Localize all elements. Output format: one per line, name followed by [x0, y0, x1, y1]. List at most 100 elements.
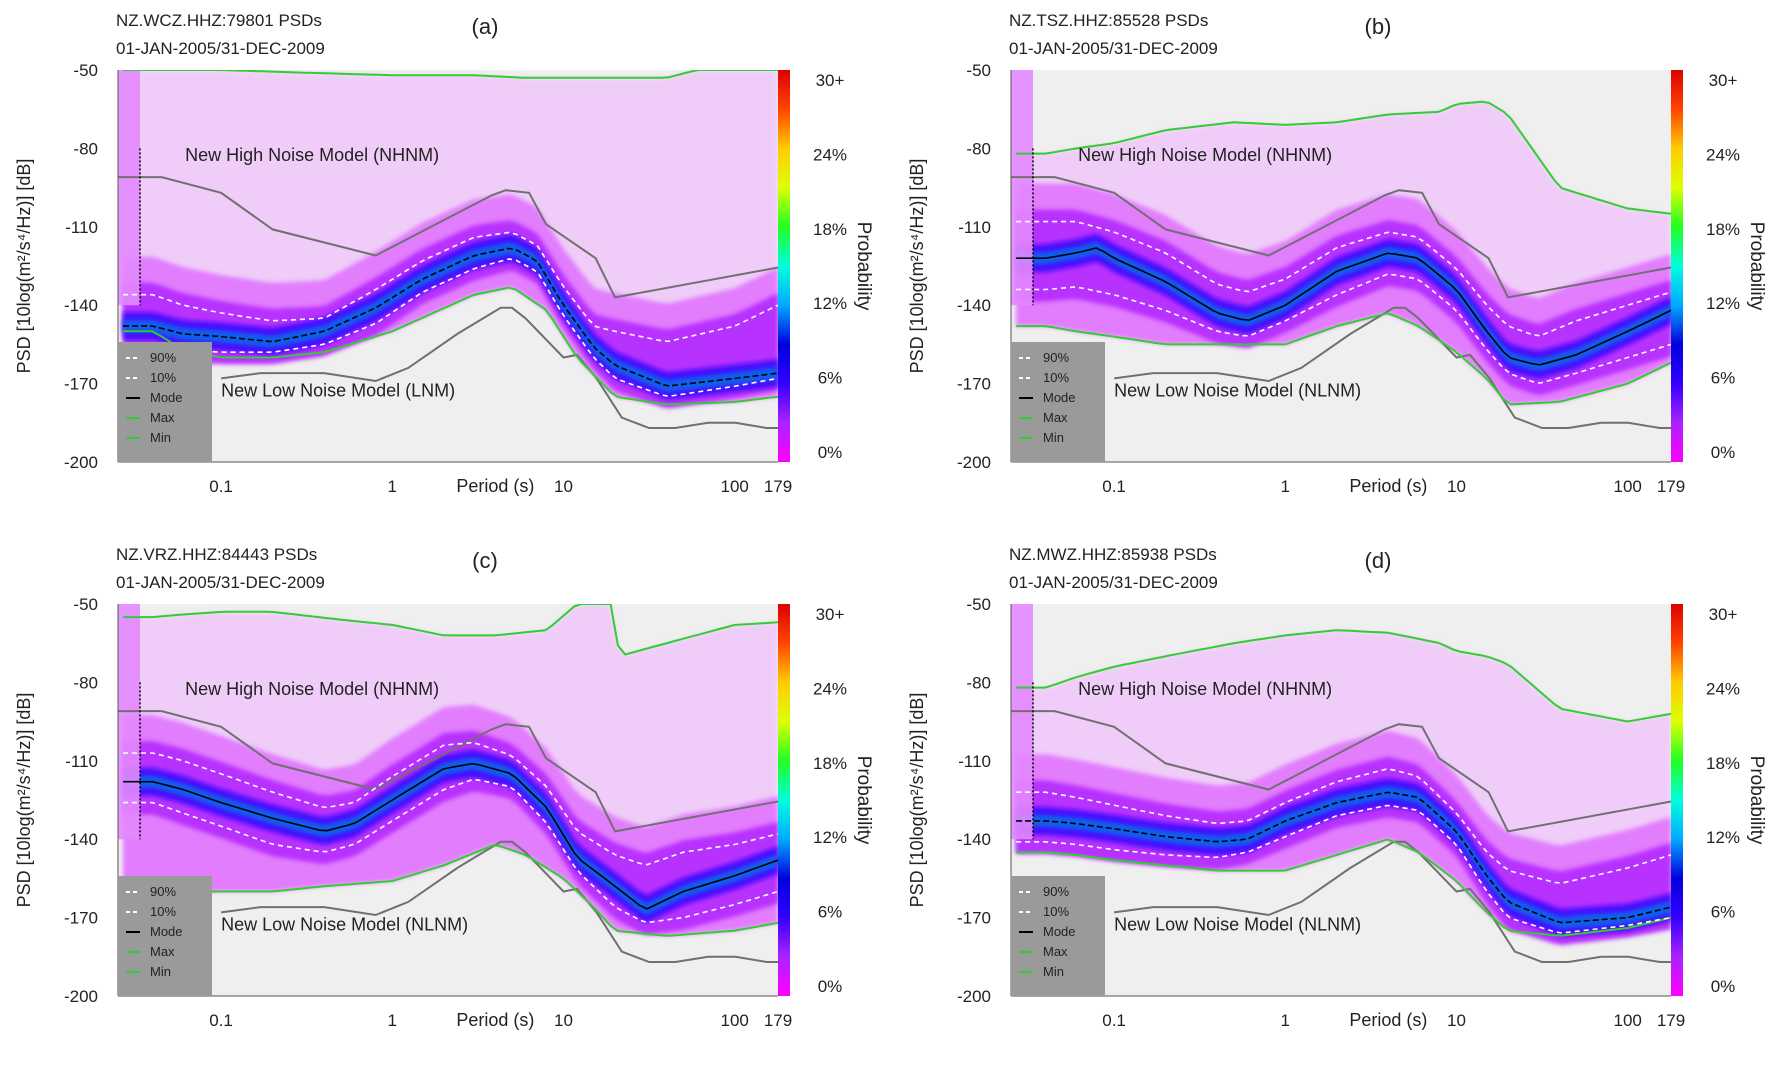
legend-label: Mode [1043, 390, 1076, 405]
nhnm-label: New High Noise Model (NHNM) [185, 679, 439, 699]
nhnm-curve [1011, 710, 1671, 833]
min-line [1016, 312, 1671, 406]
legend-box [1011, 876, 1105, 996]
min-line [123, 286, 778, 406]
colorbar-tick-label: 30+ [816, 71, 845, 90]
legend: 90% 10% Mode Max Min [118, 876, 212, 996]
nhnm-label: New High Noise Model (NHNM) [1078, 145, 1332, 165]
legend-label: Min [150, 430, 171, 445]
legend-label: Max [1043, 944, 1068, 959]
mode-line [123, 247, 778, 387]
legend: 90% 10% Mode Max Min [118, 342, 212, 462]
legend-label: 10% [150, 370, 176, 385]
nhnm-label: New High Noise Model (NHNM) [1078, 679, 1332, 699]
p90-line [123, 741, 778, 866]
x-tick-label: 179 [764, 1011, 792, 1030]
date-range-header: 01-JAN-2005/31-DEC-2009 [116, 573, 325, 592]
max-line [1016, 629, 1671, 723]
nlnm-curve [220, 840, 778, 963]
x-tick-label: 179 [1657, 1011, 1685, 1030]
y-tick-label: -170 [64, 375, 98, 394]
density-peak [123, 242, 778, 392]
legend: 90% 10% Mode Max Min [1011, 876, 1105, 996]
chart-svg: -50 -80 -110 -140 -170 -200 0.1 1 10 100 179 Period… [907, 11, 1767, 496]
max-line [1016, 100, 1671, 215]
colorbar-tick-label: 24% [1706, 679, 1740, 698]
panel-label: (d) [1365, 548, 1392, 573]
legend-label: Mode [1043, 924, 1076, 939]
short-period-strip [1011, 70, 1033, 306]
legend-label: 10% [1043, 370, 1069, 385]
legend-label: Max [150, 410, 175, 425]
nhnm-curve [118, 710, 778, 833]
x-tick-label: 0.1 [1102, 1011, 1126, 1030]
y-tick-label: -200 [957, 987, 991, 1006]
colorbar-label: Probability [853, 222, 874, 311]
y-tick-label: -110 [65, 218, 98, 237]
colorbar-tick-label: 24% [1706, 145, 1740, 164]
panel-label: (b) [1365, 14, 1392, 39]
y-tick-label: -140 [957, 830, 991, 849]
legend-label: Max [1043, 410, 1068, 425]
colorbar-tick-label: 12% [1706, 294, 1740, 313]
legend-label: 10% [150, 904, 176, 919]
legend-box [118, 876, 212, 996]
x-axis-label: Period (s) [1349, 1010, 1427, 1030]
x-tick-label: 10 [1447, 1011, 1466, 1030]
y-tick-label: -80 [73, 139, 98, 158]
y-tick-label: -110 [65, 752, 98, 771]
colorbar [1671, 604, 1683, 996]
y-tick-label: -110 [958, 752, 991, 771]
nhnm-curve [1011, 176, 1671, 299]
legend-label: 90% [150, 350, 176, 365]
legend-label: Mode [150, 390, 183, 405]
nlnm-curve [1113, 306, 1671, 429]
p90-line [123, 231, 778, 343]
colorbar-tick-label: 12% [1706, 828, 1740, 847]
y-tick-label: -50 [73, 595, 98, 614]
colorbar-tick-label: 0% [1711, 977, 1736, 996]
density-layers [118, 70, 778, 429]
x-tick-label: 1 [388, 477, 397, 496]
density-high [123, 749, 778, 923]
y-tick-label: -80 [966, 139, 991, 158]
x-tick-label: 1 [1281, 477, 1290, 496]
nlnm-label: New Low Noise Model (NLNM) [1114, 915, 1361, 935]
psd-panel-b: -50 -80 -110 -140 -170 -200 0.1 1 10 100 179 Period… [893, 0, 1786, 534]
x-tick-label: 1 [1281, 1011, 1290, 1030]
x-tick-label: 100 [1614, 477, 1642, 496]
chart-svg: -50 -80 -110 -140 -170 -200 0.1 1 10 100 179 Period… [14, 545, 874, 1030]
p90-line [1016, 220, 1671, 337]
density-layers [1011, 604, 1671, 963]
y-tick-label: -140 [64, 296, 98, 315]
date-range-header: 01-JAN-2005/31-DEC-2009 [116, 39, 325, 58]
colorbar-tick-label: 18% [813, 220, 847, 239]
nlnm-label: New Low Noise Model (LNM) [221, 381, 455, 401]
colorbar [778, 70, 790, 462]
x-tick-label: 100 [1614, 1011, 1642, 1030]
legend-label: Max [150, 944, 175, 959]
colorbar-tick-label: 30+ [1709, 605, 1738, 624]
colorbar-tick-label: 18% [1706, 220, 1740, 239]
colorbar-tick-label: 0% [1711, 443, 1736, 462]
colorbar-tick-label: 30+ [816, 605, 845, 624]
psd-panel-c: -50 -80 -110 -140 -170 -200 0.1 1 10 100 179 Period… [0, 534, 893, 1068]
nlnm-curve [1113, 840, 1671, 963]
y-tick-label: -170 [957, 375, 991, 394]
short-period-strip [1011, 604, 1033, 840]
legend-label: 10% [1043, 904, 1069, 919]
y-tick-label: -140 [64, 830, 98, 849]
nhnm-label: New High Noise Model (NHNM) [185, 145, 439, 165]
min-line [1016, 838, 1671, 937]
colorbar-tick-label: 6% [1711, 369, 1736, 388]
y-tick-label: -80 [73, 673, 98, 692]
x-tick-label: 100 [721, 477, 749, 496]
y-tick-label: -50 [966, 61, 991, 80]
colorbar-label: Probability [1746, 756, 1767, 845]
colorbar-tick-label: 6% [818, 369, 843, 388]
psd-panel-a: -50 -80 -110 -140 -170 -200 0.1 1 10 100 179 Period… [0, 0, 893, 534]
nlnm-curve [220, 306, 778, 429]
x-axis-label: Period (s) [456, 1010, 534, 1030]
y-tick-label: -140 [957, 296, 991, 315]
max-line [123, 604, 778, 656]
